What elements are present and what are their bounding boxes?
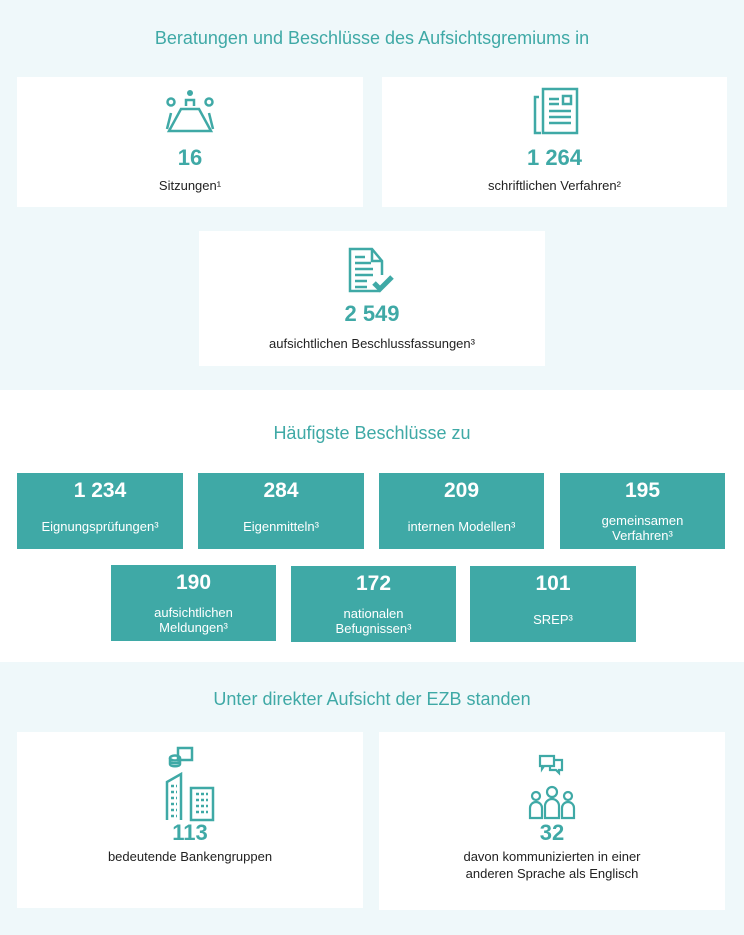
written-procedures-label: schriftlichen Verfahren² bbox=[488, 178, 621, 193]
topic-box: 1 234 Eignungsprüfungen³ bbox=[17, 473, 183, 549]
meetings-value: 16 bbox=[177, 145, 203, 170]
card-languages: 32 davon kommunizierten in einer anderen… bbox=[379, 732, 725, 910]
card-meetings: 16 Sitzungen¹ bbox=[17, 77, 363, 207]
decisions-value: 2 549 bbox=[344, 301, 400, 326]
people-speech-icon bbox=[528, 754, 576, 820]
section3-title: Unter direkter Aufsicht der EZB standen bbox=[213, 689, 531, 709]
card-written-procedures: 1 264 schriftlichen Verfahren² bbox=[382, 77, 727, 207]
section1-title: Beratungen und Beschlüsse des Aufsichtsg… bbox=[154, 28, 590, 48]
card-banking-groups: 113 bedeutende Bankengruppen bbox=[17, 732, 363, 908]
banking-groups-label: bedeutende Bankengruppen bbox=[107, 849, 273, 864]
topic-box: 195 gemeinsamen Verfahren³ bbox=[560, 473, 725, 549]
decisions-label: aufsichtlichen Beschlussfassungen³ bbox=[269, 336, 475, 351]
topic-box: 172 nationalen Befugnissen³ bbox=[291, 566, 456, 642]
card-decisions: 2 549 aufsichtlichen Beschlussfassungen³ bbox=[199, 231, 545, 366]
newspaper-icon bbox=[533, 87, 578, 135]
languages-value: 32 bbox=[539, 820, 565, 845]
written-procedures-value: 1 264 bbox=[526, 145, 583, 170]
meeting-table-icon bbox=[165, 90, 215, 133]
meetings-label: Sitzungen¹ bbox=[158, 178, 222, 193]
topic-box: 190 aufsichtlichen Meldungen³ bbox=[111, 565, 276, 641]
section2-title: Häufigste Beschlüsse zu bbox=[273, 423, 471, 443]
banking-groups-value: 113 bbox=[172, 820, 208, 845]
document-check-icon bbox=[348, 247, 394, 293]
topic-box: 284 Eigenmitteln³ bbox=[198, 473, 364, 549]
topic-box: 101 SREP³ bbox=[470, 566, 636, 642]
topic-box: 209 internen Modellen³ bbox=[379, 473, 544, 549]
languages-label: davon kommunizierten in einer anderen Sp… bbox=[463, 849, 641, 881]
bank-buildings-icon bbox=[165, 746, 215, 822]
